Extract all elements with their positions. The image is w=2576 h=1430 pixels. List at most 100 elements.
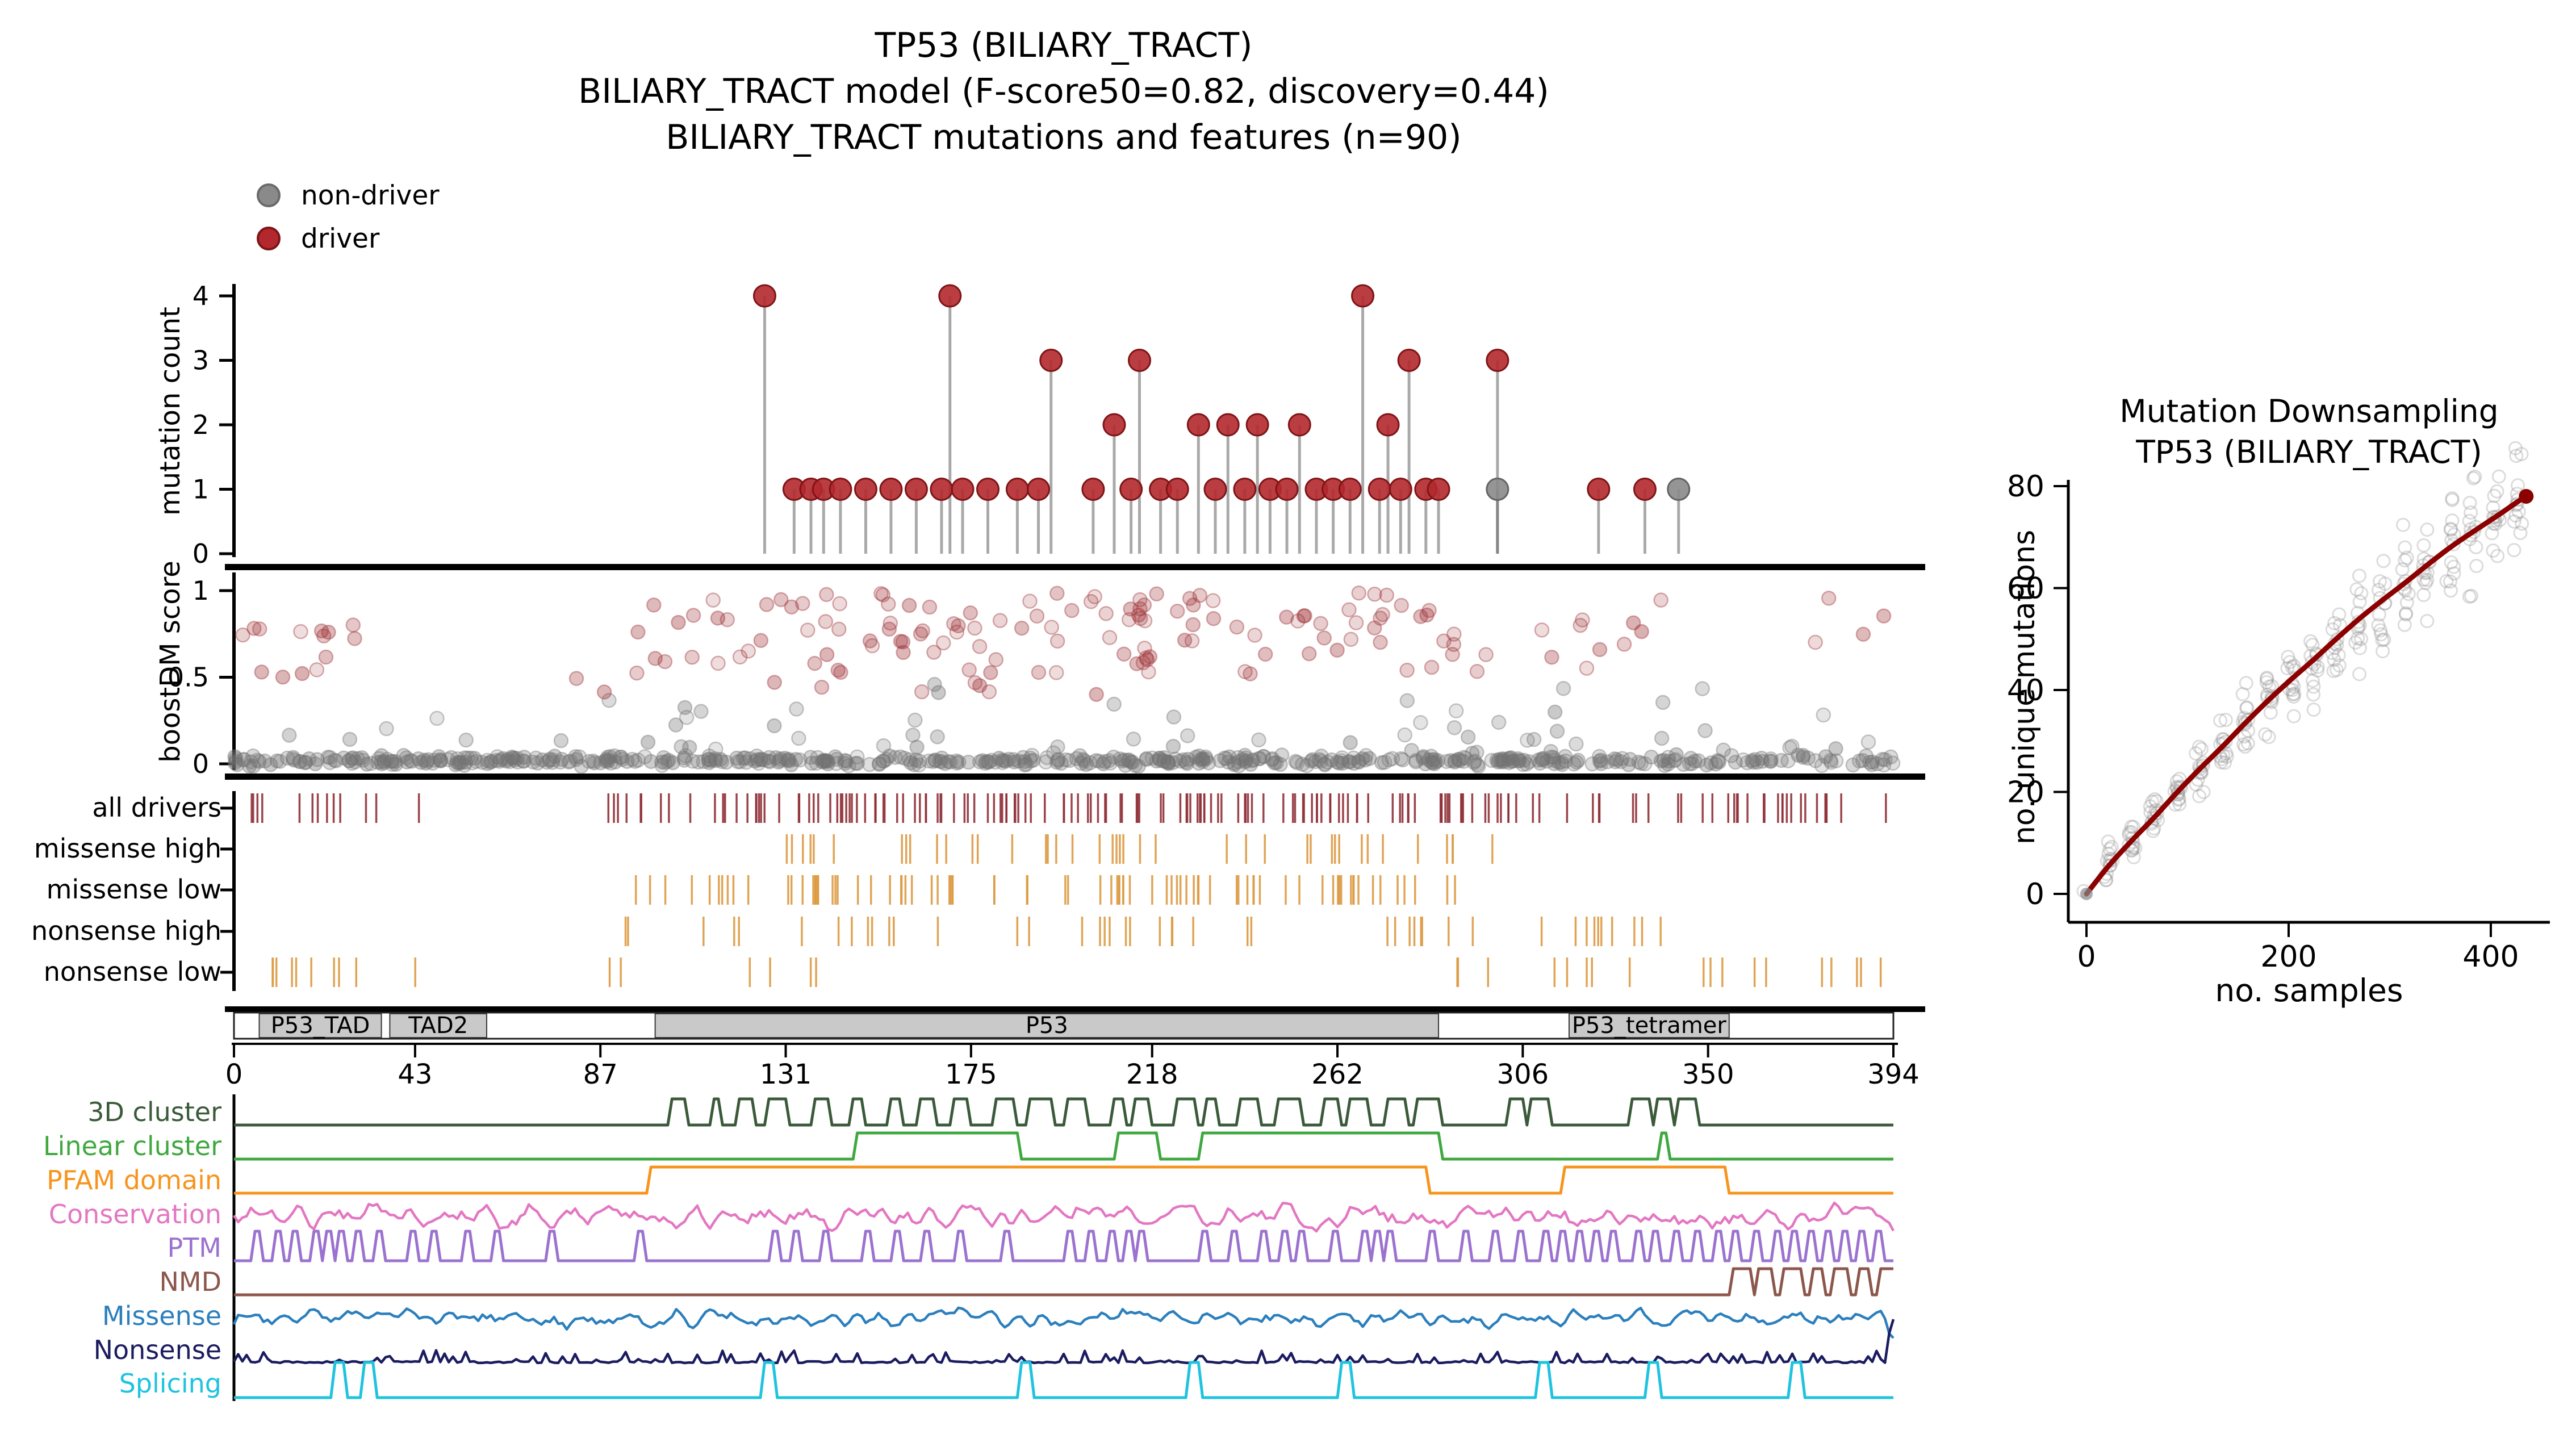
- legend: non-driver driver: [257, 174, 440, 260]
- svg-text:306: 306: [1497, 1059, 1549, 1090]
- svg-text:0: 0: [193, 749, 209, 779]
- downsampling-ylabel: no. unique mutations: [2008, 529, 2042, 845]
- track-label-PFAM-domain: PFAM domain: [46, 1165, 221, 1195]
- driver-mutation-point: [1633, 478, 1657, 501]
- non-driver-mutation-point: [1667, 478, 1691, 501]
- driver-mutation-point: [976, 478, 1000, 501]
- driver-mutation-point: [1216, 413, 1240, 437]
- raster-label-missense-high: missense high: [34, 833, 221, 864]
- track-line-Missense: [232, 1306, 1895, 1339]
- svg-text:2: 2: [193, 409, 209, 440]
- svg-text:20: 20: [2007, 776, 2044, 810]
- track-line-PTM: [234, 1230, 1893, 1262]
- driver-mutation-point: [1005, 478, 1029, 501]
- svg-text:60: 60: [2007, 572, 2044, 606]
- driver-mutation-point: [1203, 478, 1227, 501]
- svg-text:1: 1: [193, 575, 209, 606]
- figure-title-line2: BILIARY_TRACT model (F-score50=0.82, dis…: [578, 72, 1549, 111]
- driver-mutation-point: [938, 284, 962, 308]
- driver-mutation-point: [1102, 413, 1126, 437]
- track-label-Splicing: Splicing: [119, 1368, 221, 1399]
- svg-text:P53_tetramer: P53_tetramer: [1572, 1013, 1727, 1039]
- track-label-Linear-cluster: Linear cluster: [43, 1131, 221, 1161]
- driver-legend-marker-icon: [257, 227, 281, 250]
- svg-text:4: 4: [193, 281, 209, 311]
- driver-mutation-point: [879, 478, 903, 501]
- downsampling-curve: [2084, 494, 2529, 897]
- svg-text:131: 131: [760, 1059, 812, 1090]
- raster-label-all-drivers: all drivers: [92, 792, 221, 823]
- svg-text:43: 43: [398, 1059, 432, 1090]
- track-line-PFAM-domain: [234, 1165, 1893, 1195]
- downsampling-final-point: [2519, 488, 2534, 504]
- raster-row-nonsense-low: [271, 957, 1882, 987]
- driver-legend-label: driver: [301, 223, 380, 254]
- raster-row-missense-low: [634, 875, 1456, 905]
- driver-mutation-point: [1376, 413, 1400, 437]
- svg-text:0: 0: [2077, 940, 2096, 974]
- downsampling-title-line2: TP53 (BILIARY_TRACT): [2136, 434, 2482, 470]
- svg-text:0.5: 0.5: [168, 662, 209, 693]
- driver-mutation-point: [1119, 478, 1143, 501]
- driver-mutation-point: [752, 284, 776, 308]
- driver-mutation-point: [951, 478, 975, 501]
- driver-mutation-point: [1587, 478, 1611, 501]
- domain-block-TAD2: [389, 1013, 487, 1038]
- raster-row-nonsense-high: [624, 917, 1662, 946]
- svg-text:P53_TAD: P53_TAD: [271, 1013, 370, 1039]
- track-label-Nonsense: Nonsense: [93, 1335, 221, 1365]
- driver-mutation-point: [904, 478, 928, 501]
- driver-mutation-point: [1397, 349, 1421, 372]
- non-driver-legend-marker-icon: [257, 183, 281, 207]
- driver-mutation-point: [1427, 478, 1450, 501]
- track-line-Conservation: [233, 1201, 1895, 1233]
- svg-text:1: 1: [193, 474, 209, 505]
- raster-row-all-drivers: [250, 793, 1887, 823]
- svg-text:80: 80: [2007, 470, 2044, 504]
- domain-block-P53: [654, 1013, 1440, 1038]
- domain-block-P53_TAD: [258, 1013, 382, 1038]
- non-driver-legend-label: non-driver: [301, 179, 440, 211]
- track-line-Nonsense: [233, 1319, 1895, 1365]
- raster-label-missense-low: missense low: [46, 874, 221, 905]
- svg-text:175: 175: [945, 1059, 997, 1090]
- driver-mutation-point: [1389, 478, 1412, 501]
- boostdm-points: [227, 585, 1901, 774]
- legend-item-non-driver: non-driver: [257, 174, 440, 217]
- svg-text:200: 200: [2260, 940, 2316, 974]
- svg-text:40: 40: [2007, 674, 2044, 708]
- svg-text:394: 394: [1867, 1059, 1920, 1090]
- figure-title-line3: BILIARY_TRACT mutations and features (n=…: [666, 118, 1462, 157]
- driver-mutation-point: [1039, 349, 1063, 372]
- domain-block-P53_tetramer: [1568, 1013, 1730, 1038]
- raster-row-missense-high: [785, 834, 1494, 864]
- driver-mutation-point: [1165, 478, 1189, 501]
- figure-title-line1: TP53 (BILIARY_TRACT): [875, 26, 1253, 65]
- svg-text:218: 218: [1126, 1059, 1178, 1090]
- driver-mutation-point: [1127, 349, 1151, 372]
- svg-text:350: 350: [1682, 1059, 1734, 1090]
- track-label-PTM: PTM: [167, 1232, 221, 1263]
- track-line-3D-cluster: [234, 1097, 1893, 1127]
- track-line-NMD: [234, 1267, 1893, 1297]
- driver-mutation-point: [1245, 413, 1269, 437]
- svg-text:TAD2: TAD2: [408, 1013, 468, 1039]
- track-line-Linear-cluster: [234, 1131, 1893, 1161]
- driver-mutation-point: [1486, 349, 1509, 372]
- driver-mutation-point: [1186, 413, 1210, 437]
- svg-text:262: 262: [1311, 1059, 1364, 1090]
- driver-mutation-point: [1233, 478, 1257, 501]
- needle-heads: [752, 284, 1691, 501]
- driver-mutation-point: [1275, 478, 1299, 501]
- svg-text:0: 0: [2026, 877, 2044, 911]
- svg-text:3: 3: [193, 345, 209, 376]
- track-line-Splicing: [234, 1361, 1893, 1399]
- raster-label-nonsense-low: nonsense low: [43, 956, 221, 987]
- track-label-Missense: Missense: [102, 1301, 221, 1331]
- driver-mutation-point: [1351, 284, 1375, 308]
- svg-text:87: 87: [583, 1059, 618, 1090]
- driver-mutation-point: [1081, 478, 1105, 501]
